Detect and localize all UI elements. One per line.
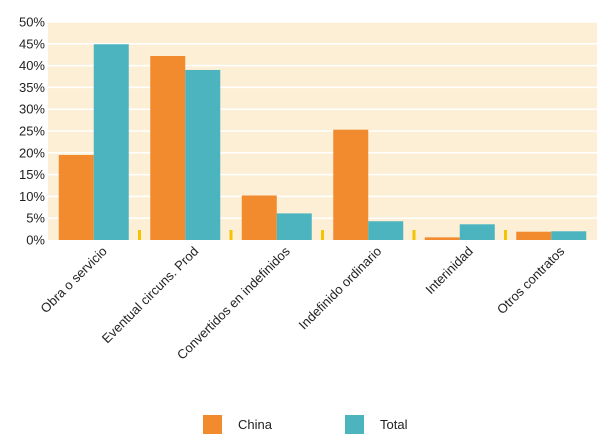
category-separators xyxy=(138,230,507,240)
bar-total-4 xyxy=(459,224,495,240)
y-tick-label: 45% xyxy=(19,36,45,51)
bar-china-2 xyxy=(241,195,277,240)
x-tick-label: Interinidad xyxy=(422,244,476,298)
bar-total-1 xyxy=(185,69,221,241)
legend-swatch-china xyxy=(203,415,222,434)
legend: China Total xyxy=(203,415,408,434)
bar-china-4 xyxy=(424,237,460,240)
x-tick-label: Otros contratos xyxy=(494,243,568,317)
y-tick-label: 35% xyxy=(19,80,45,95)
category-separator xyxy=(321,230,324,240)
y-tick-label: 10% xyxy=(19,189,45,204)
x-tick-label: Obra o servicio xyxy=(37,244,109,316)
y-tick-label: 15% xyxy=(19,167,45,182)
bar-china-5 xyxy=(516,231,552,240)
grid-lines xyxy=(48,21,597,219)
y-tick-label: 40% xyxy=(19,58,45,73)
x-tick-label: Eventual circuns. Prod xyxy=(99,244,202,347)
bar-china-1 xyxy=(150,56,186,241)
legend-label-china: China xyxy=(238,417,273,432)
y-tick-label: 0% xyxy=(26,233,45,248)
bar-total-2 xyxy=(276,213,312,240)
category-separator xyxy=(504,230,507,240)
category-separator xyxy=(412,230,416,240)
legend-swatch-total xyxy=(345,415,364,434)
y-axis-ticks: 0% 5% 10% 15% 20% 25% 30% 35% 40% 45% 50% xyxy=(19,15,45,248)
bar-china-3 xyxy=(333,129,369,240)
bar-total-0 xyxy=(93,44,129,241)
bar-china-0 xyxy=(58,154,94,240)
y-tick-label: 30% xyxy=(19,102,45,117)
legend-label-total: Total xyxy=(380,417,408,432)
y-tick-label: 5% xyxy=(26,211,45,226)
bars xyxy=(58,44,587,241)
y-tick-label: 20% xyxy=(19,145,45,160)
category-separator xyxy=(138,230,141,240)
bar-total-5 xyxy=(551,231,587,240)
y-tick-label: 25% xyxy=(19,124,45,139)
category-separator xyxy=(229,230,233,240)
bar-total-3 xyxy=(368,221,404,240)
x-tick-label: Indefinido ordinario xyxy=(296,244,385,333)
y-tick-label: 50% xyxy=(19,15,45,30)
